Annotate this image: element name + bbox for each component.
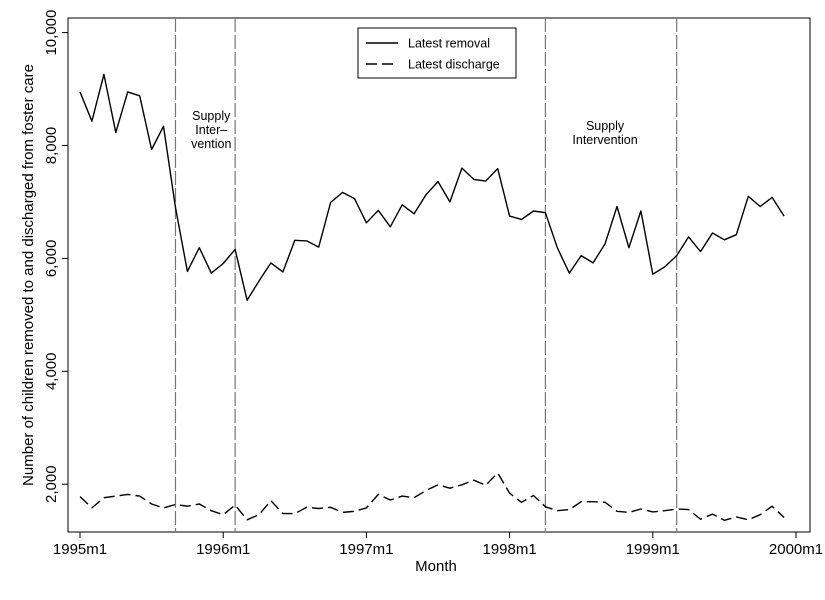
annotation-text: vention	[191, 137, 231, 151]
y-axis-title: Number of children removed to and discha…	[20, 64, 37, 486]
x-tick-label: 1998m1	[482, 541, 536, 558]
y-tick-label: 6,000	[43, 240, 60, 278]
legend-box	[357, 27, 517, 79]
x-tick-label: 1997m1	[339, 541, 393, 558]
plot-frame	[67, 17, 811, 533]
y-tick-label: 10,000	[43, 10, 60, 56]
annotation-text: Inter–	[195, 123, 227, 137]
reference-lines	[174, 18, 678, 532]
annotation-text: Intervention	[572, 133, 637, 147]
y-axis: 2,000 4,000 6,000 8,000 10,000	[43, 10, 68, 503]
y-tick-label: 4,000	[43, 353, 60, 391]
legend-entry: Latest removal	[408, 37, 490, 51]
plot-area	[67, 17, 811, 533]
annotation-text: Supply	[586, 119, 625, 133]
x-axis-title: Month	[415, 558, 457, 575]
annotation-text: Supply	[192, 109, 231, 123]
x-tick-label: 1999m1	[626, 541, 680, 558]
x-axis: 1995m1 1996m1 1997m1 1998m1 1999m1 2000m1	[53, 532, 823, 558]
series-line-latest-removal	[79, 73, 785, 301]
series-line-latest-discharge	[79, 472, 785, 521]
x-tick-label: 2000m1	[769, 541, 823, 558]
y-tick-label: 8,000	[43, 127, 60, 165]
series-layer	[79, 73, 785, 521]
legend: Latest removal Latest discharge	[357, 27, 517, 79]
x-tick-label: 1996m1	[196, 541, 250, 558]
x-tick-label: 1995m1	[53, 541, 107, 558]
y-tick-label: 2,000	[43, 465, 60, 503]
legend-entry: Latest discharge	[408, 58, 500, 72]
